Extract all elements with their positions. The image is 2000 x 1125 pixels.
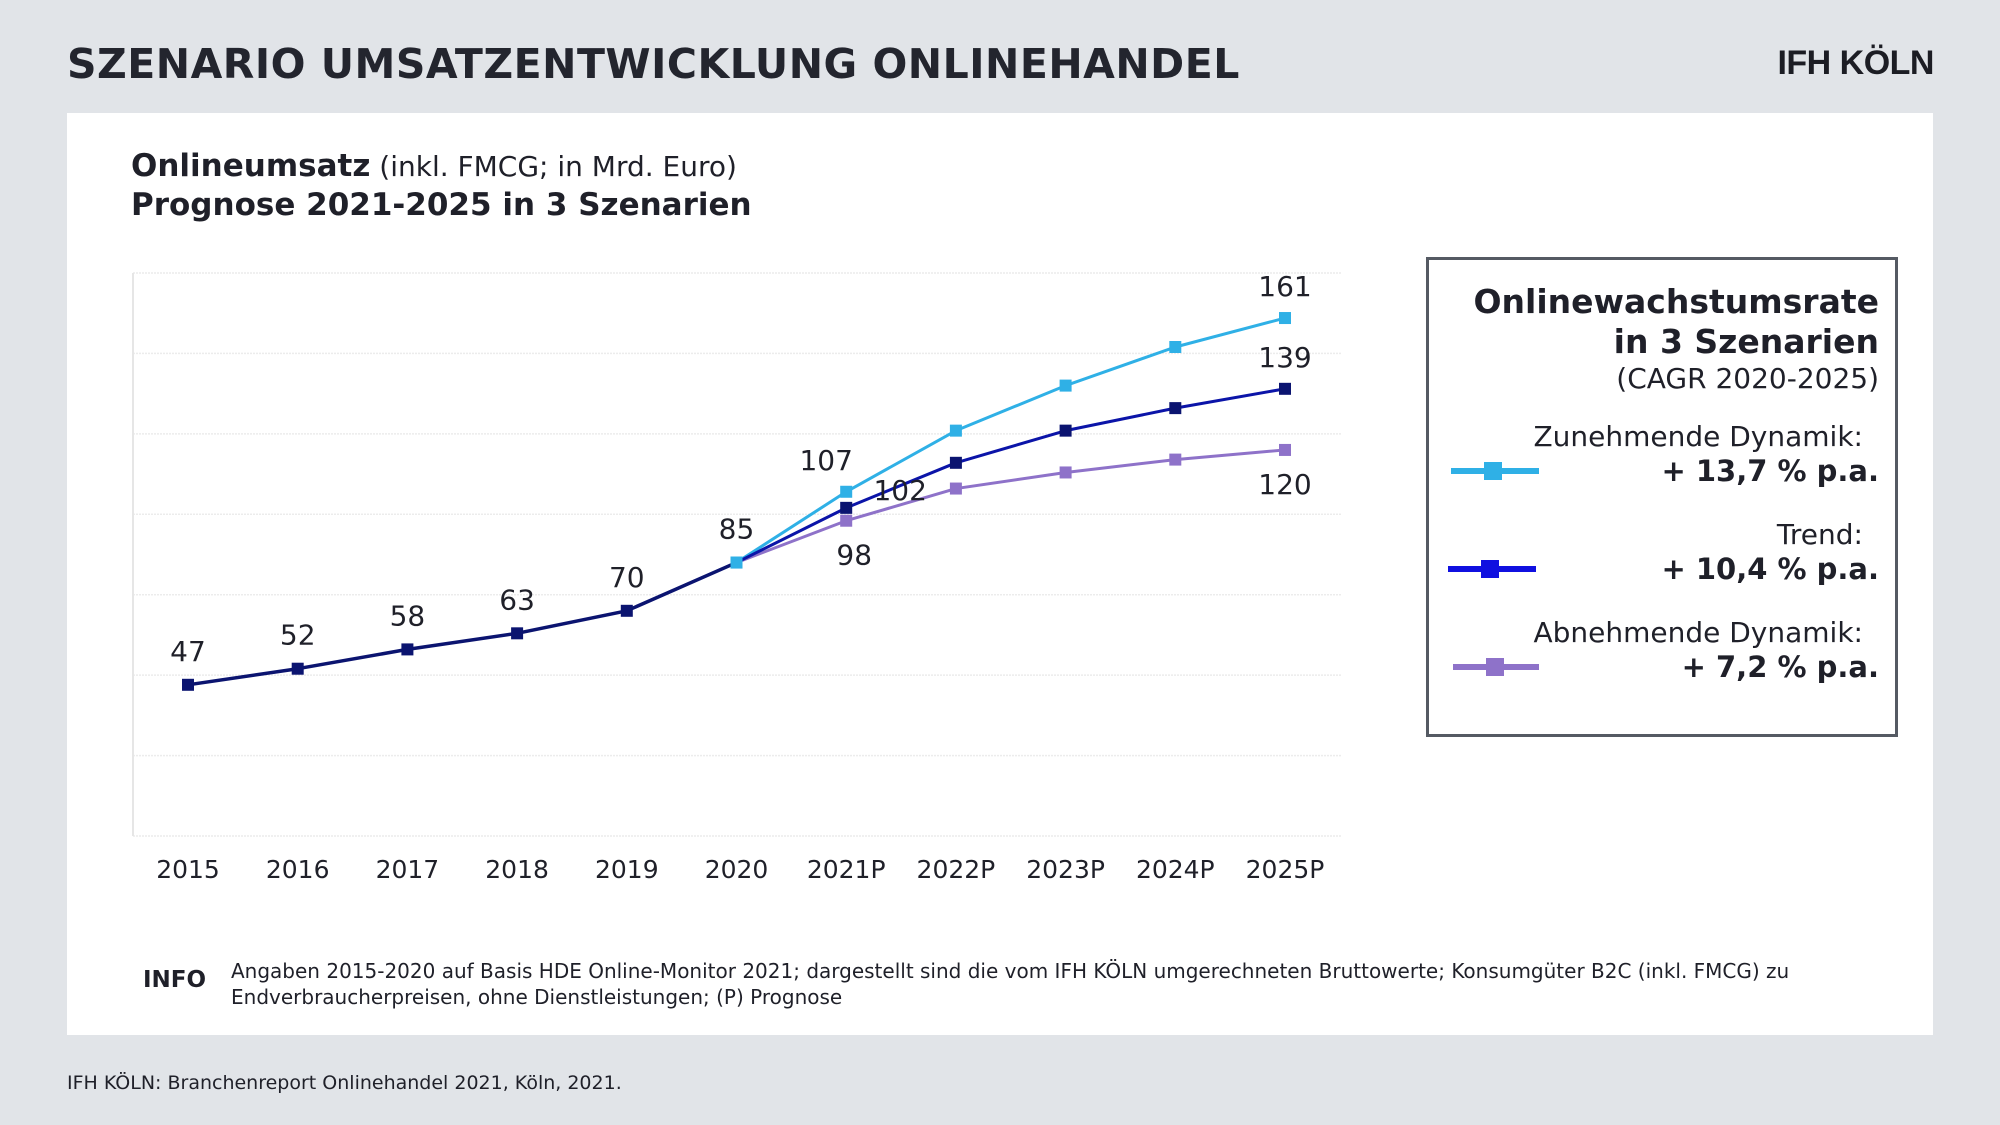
legend-swatch-icon: [1451, 462, 1539, 480]
legend-title: Onlinewachstumsrate in 3 Szenarien: [1474, 282, 1880, 362]
data-label: 58: [390, 599, 426, 632]
legend-label: Zunehmende Dynamik:: [1533, 420, 1863, 453]
series-line-trend: [626, 387, 1286, 613]
x-tick-label: 2016: [266, 855, 330, 884]
data-point-marker: [1169, 402, 1182, 415]
chart-title: Onlineumsatz: [131, 148, 371, 184]
chart-unit-note: (inkl. FMCG; in Mrd. Euro): [370, 150, 737, 183]
data-point-marker: [1279, 382, 1291, 395]
data-point-marker: [1169, 453, 1182, 466]
info-text: Angaben 2015-2020 auf Basis HDE Online-M…: [231, 959, 1790, 1009]
x-tick-label: 2021P: [807, 855, 886, 884]
data-point-marker: [401, 643, 414, 656]
data-point-marker: [1279, 443, 1291, 456]
data-label: 52: [280, 619, 316, 652]
x-tick-label: 2019: [595, 855, 659, 884]
series-lines: [187, 316, 1286, 687]
x-tick-label: 2024P: [1136, 855, 1215, 884]
legend-value: + 7,2 % p.a.: [1681, 650, 1879, 684]
data-point-marker: [511, 627, 524, 640]
legend-title-line1: Onlinewachstumsrate: [1473, 282, 1880, 321]
data-label: 98: [836, 539, 872, 572]
data-point-marker: [1059, 424, 1072, 437]
content-panel: Onlineumsatz (inkl. FMCG; in Mrd. Euro) …: [67, 113, 1933, 1035]
page-title: SZENARIO UMSATZENTWICKLUNG ONLINEHANDEL: [67, 40, 1240, 88]
legend-swatch-icon: [1453, 658, 1539, 676]
data-point-marker: [1059, 466, 1072, 479]
ifh-koeln-logo: IFH KÖLN: [1777, 44, 1934, 82]
data-label: 63: [499, 583, 535, 616]
series-markers: [182, 312, 1291, 691]
legend-value: + 13,7 % p.a.: [1661, 454, 1879, 488]
data-point-marker: [1169, 340, 1182, 353]
legend-item-abnehmende-dynamik: Abnehmende Dynamik: + 7,2 % p.a.: [1439, 616, 1879, 696]
data-point-marker: [291, 662, 304, 675]
data-point-marker: [949, 424, 962, 437]
series-line-historisch: [187, 560, 738, 687]
legend: Onlinewachstumsrate in 3 Szenarien (CAGR…: [1426, 257, 1898, 737]
legend-title-line2: in 3 Szenarien: [1613, 322, 1879, 361]
data-point-marker: [620, 604, 633, 617]
data-point-marker: [840, 514, 853, 527]
data-label: 139: [1258, 341, 1311, 374]
legend-label: Trend:: [1776, 518, 1863, 551]
chart-heading: Onlineumsatz (inkl. FMCG; in Mrd. Euro) …: [131, 147, 752, 225]
legend-item-trend: Trend: + 10,4 % p.a.: [1439, 518, 1879, 598]
data-point-marker: [182, 678, 194, 691]
data-point-marker: [1059, 379, 1072, 392]
data-label: 102: [873, 474, 926, 507]
x-tick-label: 2022P: [917, 855, 996, 884]
data-point-marker: [949, 482, 962, 495]
legend-swatch-icon: [1448, 560, 1536, 578]
data-point-marker: [730, 556, 743, 569]
legend-item-zunehmende-dynamik: Zunehmende Dynamik: + 13,7 % p.a.: [1439, 420, 1879, 500]
data-point-marker: [1279, 312, 1291, 325]
x-tick-labels: 2015 2016 2017 2018 2019 2020 2021P 2022P 2023P 2…: [156, 855, 1324, 884]
data-point-marker: [840, 501, 853, 514]
x-tick-label: 2025P: [1246, 855, 1325, 884]
legend-value: + 10,4 % p.a.: [1661, 552, 1879, 586]
legend-subtitle: (CAGR 2020-2025): [1616, 362, 1879, 395]
data-label: 107: [799, 444, 852, 477]
data-label: 120: [1258, 468, 1311, 501]
x-tick-label: 2015: [156, 855, 220, 884]
x-tick-label: 2018: [485, 855, 549, 884]
data-label: 161: [1258, 270, 1311, 303]
source-citation: IFH KÖLN: Branchenreport Onlinehandel 20…: [67, 1072, 622, 1094]
data-label: 70: [609, 561, 645, 594]
x-tick-label: 2023P: [1026, 855, 1105, 884]
data-point-marker: [949, 456, 962, 469]
x-tick-label: 2017: [376, 855, 440, 884]
series-line-zunehmende-dynamik: [735, 316, 1286, 564]
legend-label: Abnehmende Dynamik:: [1533, 616, 1863, 649]
x-tick-label: 2020: [705, 855, 769, 884]
data-label: 47: [170, 635, 206, 668]
series-line-abnehmende-dynamik: [735, 448, 1286, 564]
chart-subtitle: Prognose 2021-2025 in 3 Szenarien: [131, 187, 752, 223]
data-labels: 47 52 58 63 70 85 107 161 102 139 98 120: [170, 270, 1312, 668]
data-label: 85: [719, 513, 755, 546]
info-tag: INFO: [143, 967, 207, 993]
data-point-marker: [840, 485, 853, 498]
gridlines: [133, 272, 1342, 837]
